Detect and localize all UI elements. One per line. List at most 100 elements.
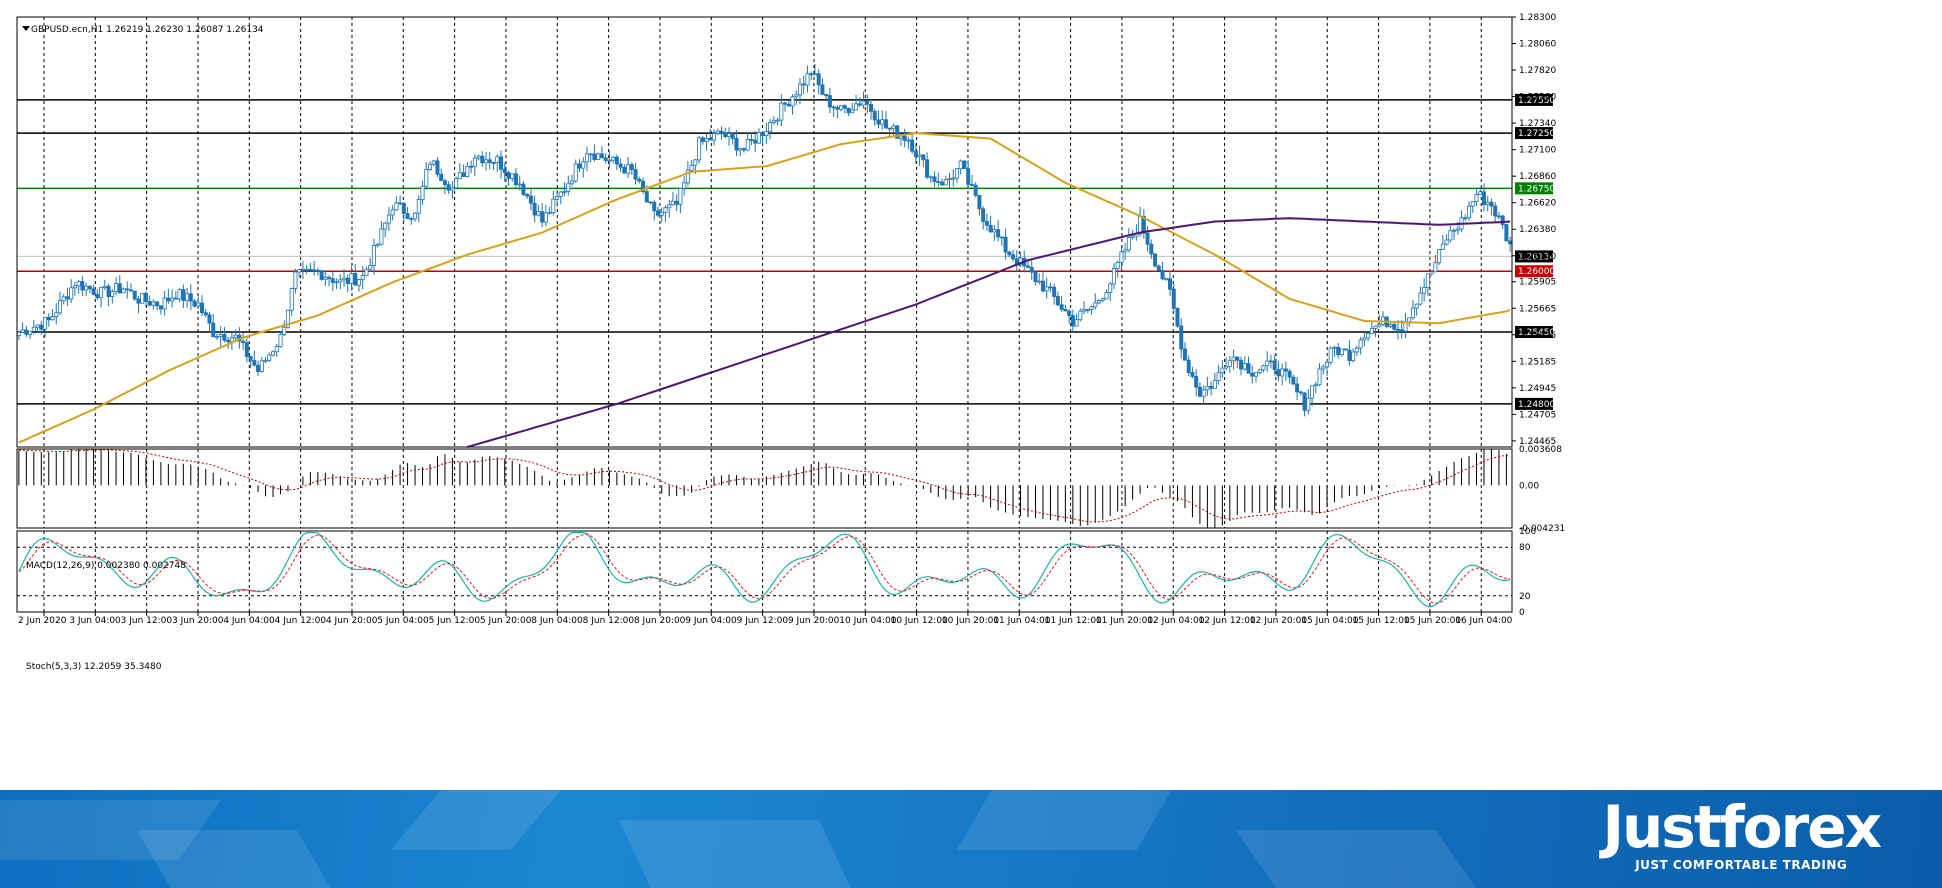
candle-body (1302, 392, 1307, 411)
candle-body (517, 183, 522, 186)
candle-body (962, 160, 967, 169)
candle-body (1220, 367, 1225, 374)
candle-body (439, 173, 444, 182)
candle-body (1377, 323, 1382, 327)
candle-body (248, 356, 253, 361)
candle-body (603, 157, 608, 161)
candle-body (902, 135, 907, 141)
candle-body (398, 202, 403, 205)
candle-body (469, 165, 474, 168)
candle-body (454, 178, 459, 189)
candle-body (659, 211, 664, 216)
x-tick-label: 11 Jun 20:00 (1096, 616, 1153, 626)
candle-body (394, 202, 399, 211)
y-tick-label: 1.25905 (1519, 278, 1556, 288)
candle-body (20, 329, 25, 333)
candle-body (364, 268, 369, 277)
candle-body (906, 139, 911, 142)
candle-body (1231, 356, 1236, 362)
candle-body (592, 153, 597, 160)
x-tick-label: 5 Jun 12:00 (429, 616, 481, 626)
level-badge (1515, 265, 1553, 278)
candle-body (958, 160, 963, 170)
x-tick-label: 15 Jun 20:00 (1404, 616, 1461, 626)
candle-body (502, 168, 507, 173)
candle-body (1467, 205, 1472, 219)
candle-body (50, 316, 55, 321)
candle-body (499, 156, 504, 170)
candle-body (177, 289, 182, 300)
candle-body (1007, 251, 1012, 256)
candle-body (876, 119, 881, 125)
candle-body (558, 191, 563, 197)
candle-body (125, 288, 130, 291)
candle-body (1310, 385, 1315, 399)
candle-body (181, 289, 186, 301)
candle-body (1407, 317, 1412, 323)
candle-body (375, 243, 380, 246)
x-tick-label: 16 Jun 04:00 (1455, 616, 1512, 626)
candle-body (353, 273, 358, 286)
candle-body (256, 364, 261, 372)
candle-body (708, 138, 713, 141)
candle-body (338, 279, 343, 283)
candle-body (771, 120, 776, 123)
candle-body (951, 177, 956, 180)
panel-frame (16, 448, 1513, 529)
chart-area: 1.27550 1.27250 1.26750 1.26000 1.25450 1.248… (16, 13, 1566, 672)
candle-body (981, 208, 986, 222)
candle-body (1235, 356, 1240, 361)
candle-body (84, 285, 89, 291)
candle-body (170, 297, 175, 302)
candle-body (285, 309, 290, 328)
x-tick-label: 4 Jun 20:00 (326, 616, 378, 626)
x-tick-label: 5 Jun 04:00 (377, 616, 429, 626)
candle-body (1089, 306, 1094, 310)
x-tick-label: 15 Jun 12:00 (1353, 616, 1410, 626)
candle-body (43, 316, 48, 330)
candle-body (857, 103, 862, 106)
candle-body (670, 200, 675, 206)
candle-body (99, 287, 104, 299)
symbol-dropdown-icon[interactable] (22, 26, 30, 31)
candle-body (1100, 298, 1105, 301)
y-tick-label: 1.27100 (1519, 146, 1556, 156)
candle-body (65, 296, 70, 300)
candle-body (925, 159, 930, 178)
candle-body (87, 285, 92, 290)
candle-body (1033, 271, 1038, 282)
candle-body (1410, 307, 1415, 319)
candle-body (1425, 273, 1430, 288)
candle-body (1496, 215, 1501, 218)
candle-body (532, 202, 537, 216)
candle-body (1055, 296, 1060, 306)
candle-body (768, 122, 773, 132)
ma-fast-line (18, 132, 1511, 444)
candle-body (57, 300, 62, 314)
candle-body (196, 302, 201, 307)
candle-body (809, 73, 814, 76)
candle-body (719, 130, 724, 134)
candle-body (1119, 251, 1124, 263)
x-tick-label: 9 Jun 04:00 (685, 616, 737, 626)
candle-body (218, 334, 223, 338)
candle-body (783, 102, 788, 105)
x-tick-label: 12 Jun 04:00 (1147, 616, 1204, 626)
candle-body (682, 182, 687, 189)
candle-body (319, 270, 324, 280)
candle-body (1414, 303, 1419, 309)
candle-body (943, 179, 948, 186)
candle-body (790, 96, 795, 107)
candle-body (80, 281, 85, 291)
candle-body (1268, 360, 1273, 363)
stoch-y-label: 20 (1519, 592, 1531, 602)
macd-y-label: -0.004231 (1519, 524, 1565, 534)
candle-body (734, 138, 739, 151)
candle-body (869, 103, 874, 112)
chart-svg: 1.27550 1.27250 1.26750 1.26000 1.25450 1.248… (16, 13, 1565, 672)
candle-body (1313, 384, 1318, 387)
candle-body (1138, 215, 1143, 235)
x-tick-label: 10 Jun 12:00 (891, 616, 948, 626)
candle-body (162, 297, 167, 310)
candle-body (383, 222, 388, 230)
